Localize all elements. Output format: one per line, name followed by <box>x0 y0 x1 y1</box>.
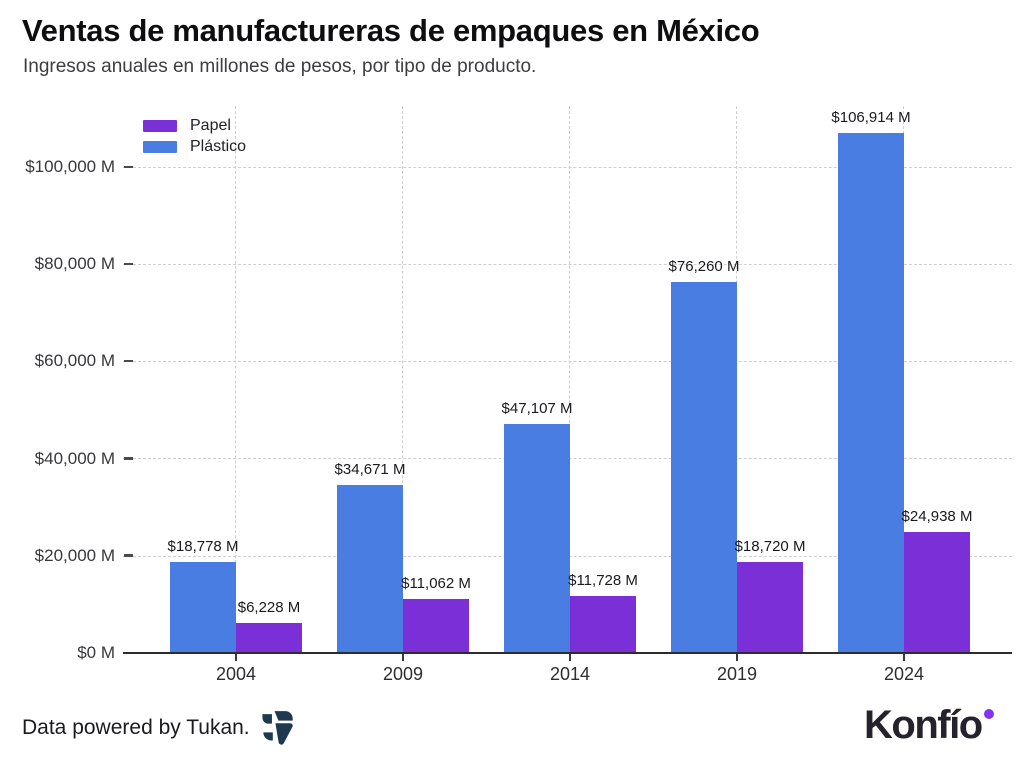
bar-value-label: $24,938 M <box>901 507 973 525</box>
bar-papel <box>236 622 302 653</box>
x-tick-mark <box>569 653 571 661</box>
y-tick-mark <box>124 262 133 266</box>
tukan-logo-icon <box>262 711 293 745</box>
y-tick-mark <box>124 359 133 363</box>
chart-legend: Papel Plástico <box>143 117 247 161</box>
legend-label: Plástico <box>190 138 247 155</box>
y-axis-label: $20,000 M <box>34 545 115 565</box>
bar-value-label: $34,671 M <box>334 460 406 478</box>
y-tick-mark <box>124 457 133 460</box>
bar-value-label: $76,260 M <box>668 258 740 276</box>
y-tick-mark <box>124 554 133 557</box>
x-axis-label: 2004 <box>215 664 257 684</box>
y-tick-mark <box>124 165 133 168</box>
x-tick-mark <box>235 653 237 661</box>
x-tick-mark <box>736 653 738 661</box>
bar-papel <box>904 531 970 653</box>
bar-value-label: $18,778 M <box>167 537 239 555</box>
bar-papel <box>737 562 803 653</box>
y-axis-label: $80,000 M <box>34 254 115 274</box>
h-gridline <box>123 263 1012 265</box>
h-gridline <box>123 166 1012 168</box>
data-credit-text: Data powered by Tukan. <box>22 716 250 739</box>
y-axis-label: $0 M <box>77 643 115 662</box>
v-gridline <box>569 106 571 653</box>
konfio-logo: Konfío <box>864 699 994 751</box>
x-tick-mark <box>402 653 404 661</box>
konfio-logo-text: Konfío <box>864 703 983 747</box>
legend-label: Papel <box>190 117 231 134</box>
x-tick-mark <box>903 653 905 661</box>
y-axis-label: $100,000 M <box>25 157 115 176</box>
bar-value-label: $11,728 M <box>568 572 638 590</box>
bar-plastico <box>671 282 737 653</box>
bar-papel <box>403 599 469 653</box>
bar-value-label: $18,720 M <box>734 538 806 556</box>
v-gridline <box>235 106 237 653</box>
konfio-dot-icon <box>983 709 994 719</box>
bar-plastico <box>838 133 904 653</box>
bar-plastico <box>504 424 570 653</box>
bar-plastico <box>337 484 403 653</box>
legend-swatch <box>143 119 177 132</box>
x-axis-label: 2014 <box>549 664 591 684</box>
x-axis-label: 2019 <box>716 664 758 684</box>
bar-chart-plot-area: $0 M $20,000 M $40,000 M $60,000 M $80,000 M… <box>25 106 1012 684</box>
y-axis-label: $60,000 M <box>34 351 115 371</box>
bar-value-label: $106,914 M <box>831 109 911 127</box>
v-gridline <box>402 106 404 653</box>
bar-papel <box>570 596 636 653</box>
y-axis-label: $40,000 M <box>34 448 115 468</box>
bar-value-label: $11,062 M <box>401 575 471 593</box>
legend-item: Plástico <box>143 138 247 155</box>
bar-plastico <box>170 561 236 653</box>
x-axis-label: 2024 <box>883 664 925 684</box>
x-axis-label: 2009 <box>382 664 424 684</box>
page-subtitle: Ingresos anuales en millones de pesos, p… <box>23 56 537 77</box>
legend-item: Papel <box>143 117 246 134</box>
bar-value-label: $47,107 M <box>501 400 573 418</box>
bar-value-label: $6,228 M <box>237 598 301 616</box>
page-title: Ventas de manufactureras de empaques en … <box>22 13 760 48</box>
x-axis-line <box>123 651 1012 654</box>
h-gridline <box>123 361 1012 363</box>
data-credit: Data powered by Tukan. <box>22 704 297 752</box>
legend-swatch <box>143 140 177 153</box>
